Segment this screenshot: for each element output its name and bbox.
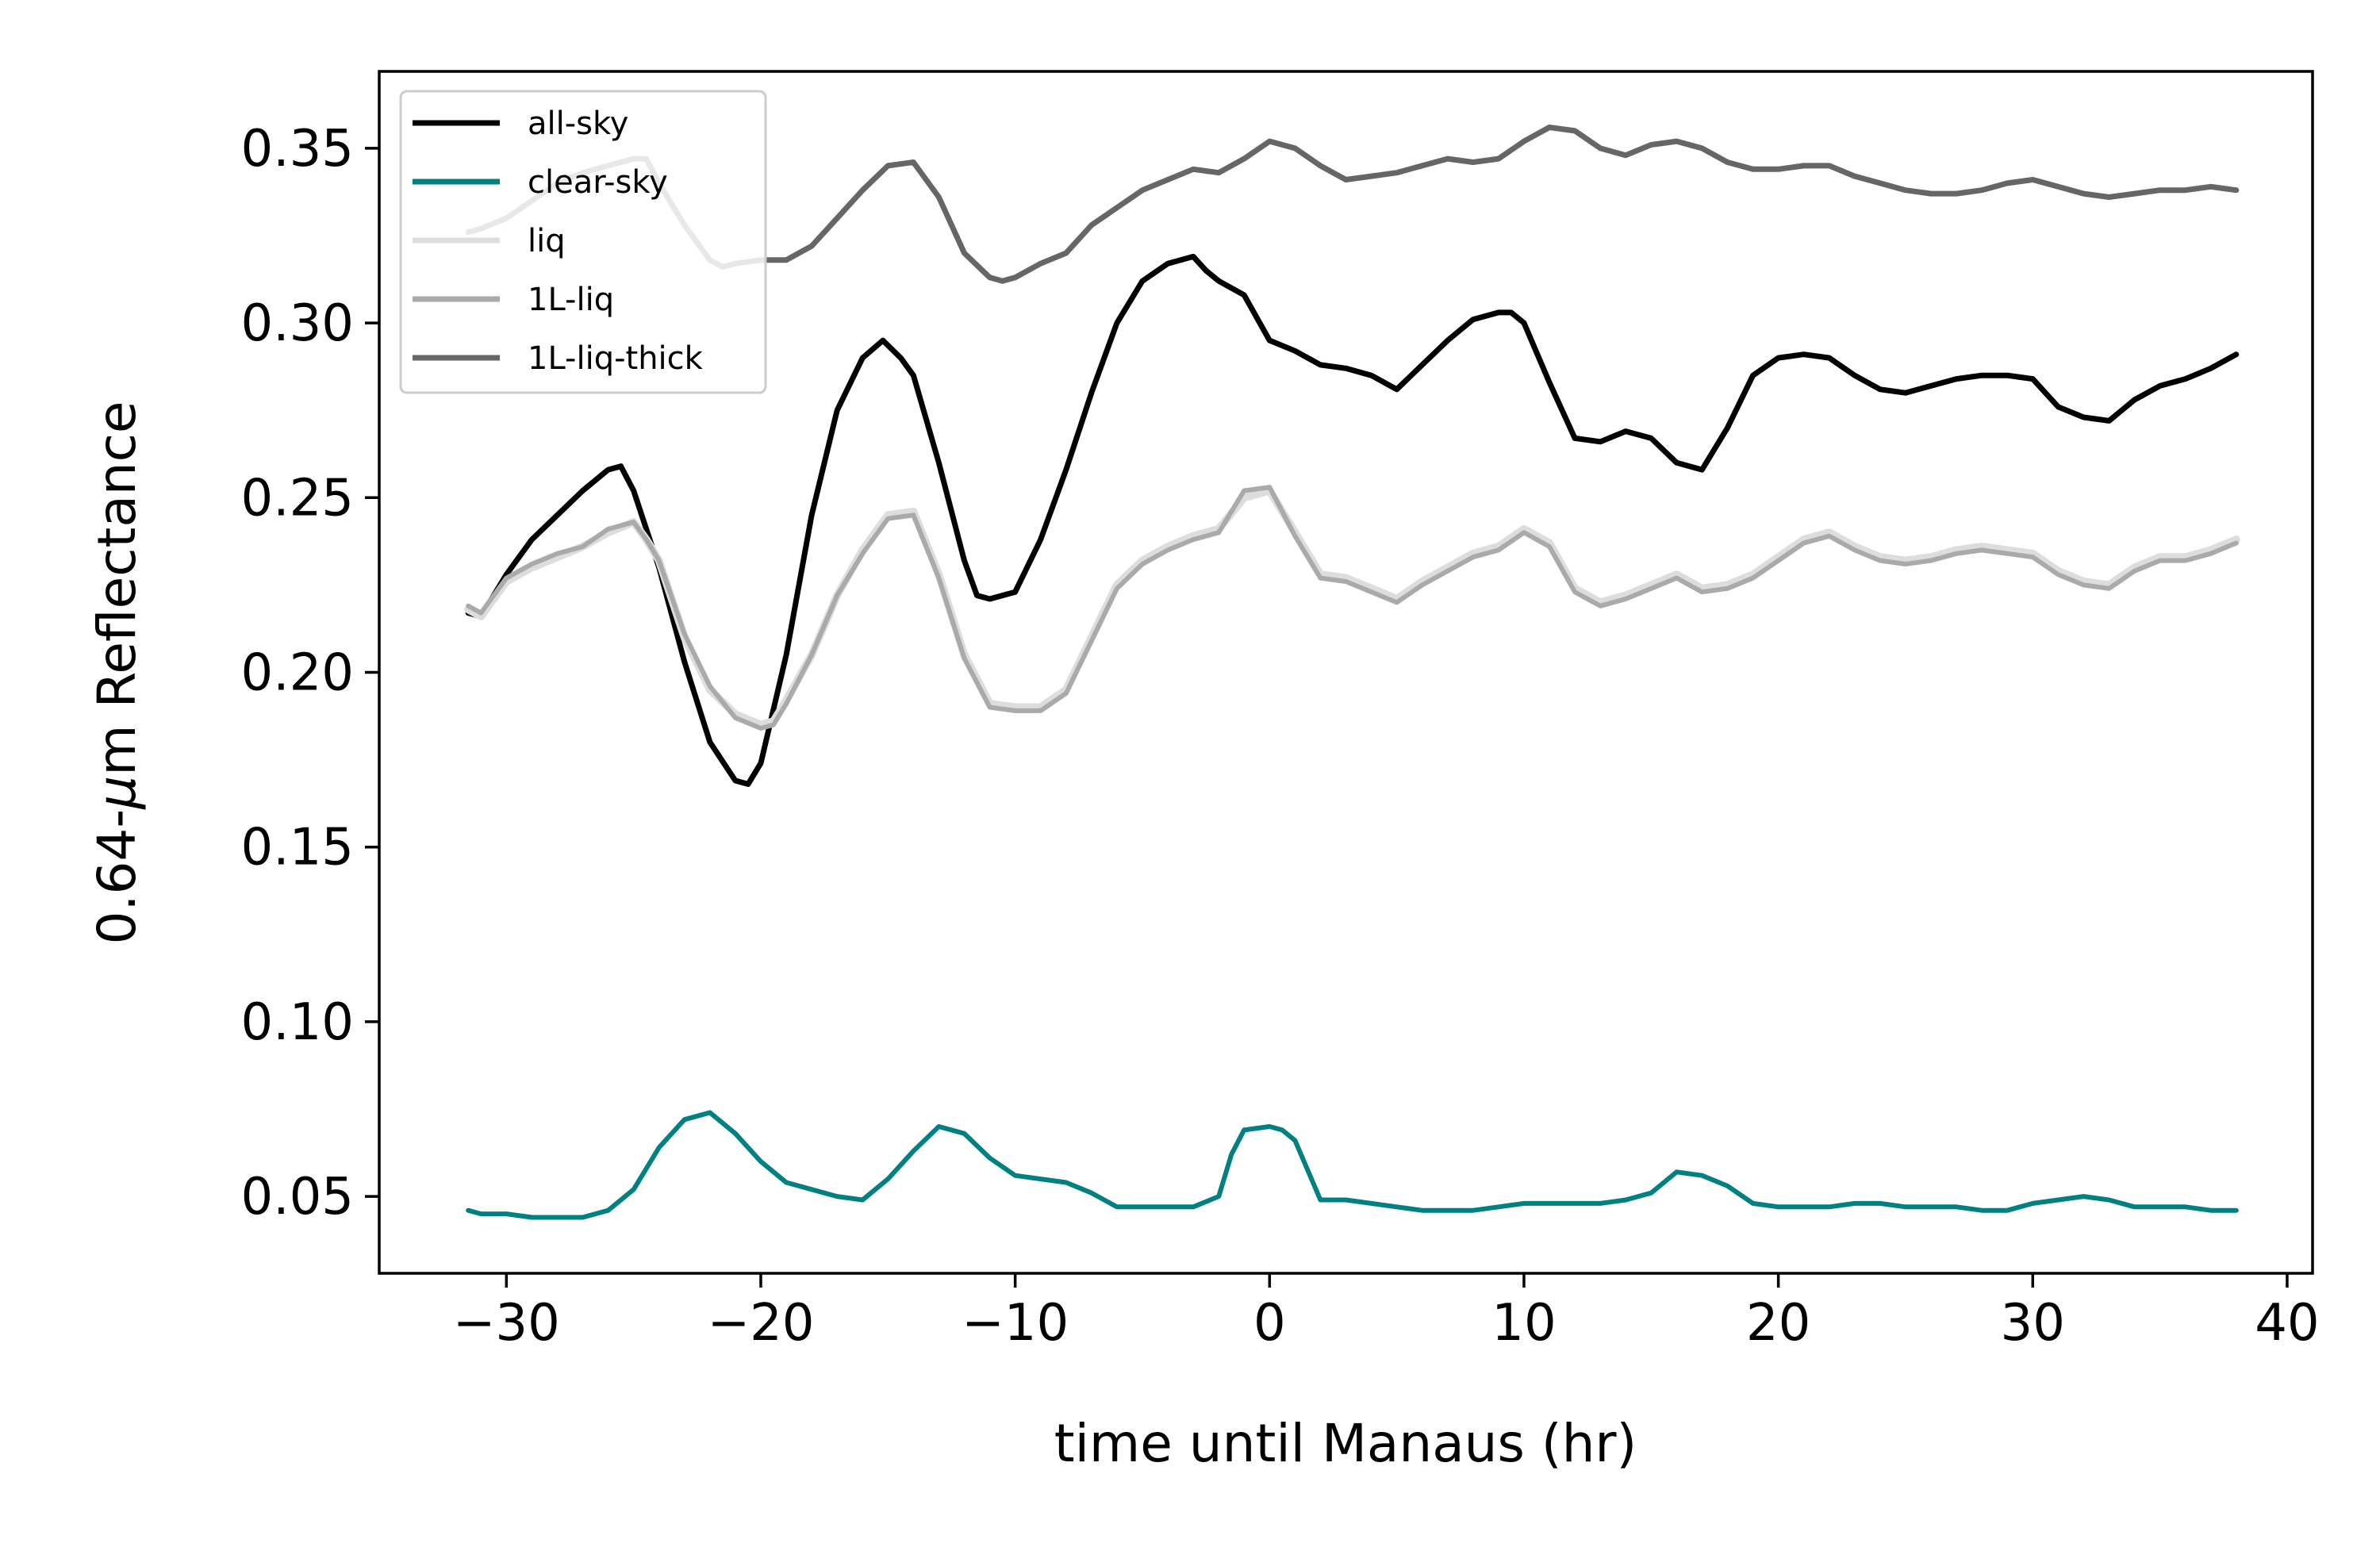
legend-label-all-sky: all-sky	[528, 106, 628, 142]
legend-entry-liq: liq	[413, 223, 566, 259]
series-line-clear-sky	[466, 1110, 2239, 1220]
legend-entry-1l-liq: 1L-liq	[413, 282, 614, 318]
legend-label-1l-liq-thick: 1L-liq-thick	[528, 340, 704, 377]
y-tick-label: 0.10	[241, 993, 355, 1052]
x-tick-label: 40	[2255, 1294, 2319, 1353]
x-tick-label: −30	[453, 1294, 560, 1353]
y-tick-label: 0.35	[241, 120, 355, 178]
series-layer	[464, 125, 2240, 1220]
x-tick-label: −20	[707, 1294, 814, 1353]
series-line-1l-liq	[466, 485, 2239, 731]
legend-entry-1l-liq-thick: 1L-liq-thick	[413, 340, 704, 377]
y-tick-label: 0.20	[241, 644, 355, 703]
y-axis-label-prefix: 0.64-	[86, 809, 148, 945]
x-tick-label: 0	[1253, 1294, 1286, 1353]
plot-frame	[378, 70, 2314, 1275]
y-axis: 0.05 0.10 0.15 0.20 0.25 0.30 0.35	[241, 120, 379, 1226]
x-tick-label: 20	[1746, 1294, 1810, 1353]
y-tick-label: 0.15	[241, 819, 355, 877]
x-tick-label: −10	[962, 1294, 1069, 1353]
y-axis-label: 0.64-μm Reflectance	[86, 401, 148, 944]
x-axis-label: time until Manaus (hr)	[1054, 1413, 1637, 1474]
legend-entry-all-sky: all-sky	[413, 106, 628, 142]
legend-label-liq: liq	[528, 223, 566, 259]
y-tick-label: 0.30	[241, 294, 355, 353]
y-axis-label-suffix: m Reflectance	[86, 401, 148, 775]
y-tick-label: 0.25	[241, 469, 355, 528]
x-tick-label: 30	[2001, 1294, 2065, 1353]
legend-entry-clear-sky: clear-sky	[413, 164, 668, 201]
legend-label-1l-liq: 1L-liq	[528, 282, 614, 318]
y-axis-label-mu: μ	[86, 776, 148, 810]
y-tick-label: 0.05	[241, 1168, 355, 1226]
legend-box	[399, 90, 767, 394]
legend: all-sky clear-sky liq 1L-liq 1L-liq-thic…	[399, 90, 767, 394]
x-tick-label: 10	[1491, 1294, 1556, 1353]
series-line-all-sky	[465, 253, 2240, 787]
x-axis: −30 −20 −10 0 10 20 30 40	[453, 1273, 2320, 1353]
legend-label-clear-sky: clear-sky	[528, 164, 668, 201]
